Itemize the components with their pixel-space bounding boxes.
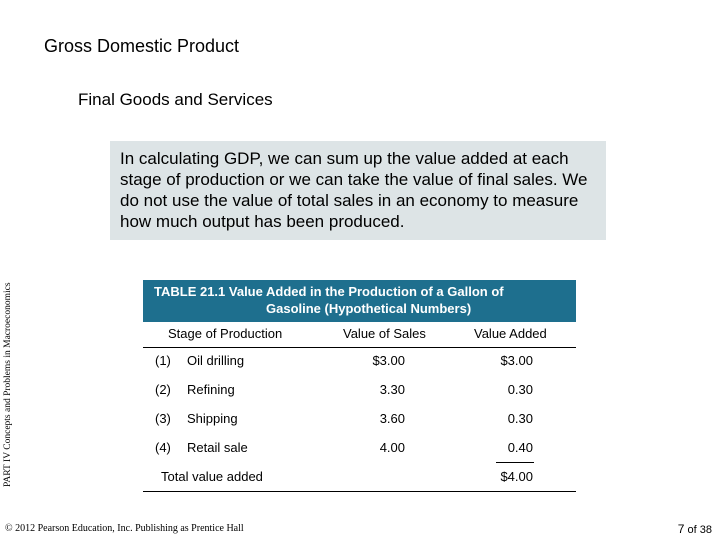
column-header-stage: Stage of Production [168, 326, 283, 341]
row-number: (1) [155, 353, 171, 368]
row-number: (4) [155, 440, 171, 455]
row-added: 0.30 [507, 382, 533, 397]
sum-rule [496, 462, 534, 463]
column-header-added: Value Added [474, 326, 547, 341]
row-added: $3.00 [500, 353, 533, 368]
side-section-label: PART IV Concepts and Problems in Macroec… [3, 282, 13, 487]
table-title-line1: TABLE 21.1 Value Added in the Production… [154, 284, 504, 299]
row-sales: 3.30 [379, 382, 405, 397]
row-sales: 3.60 [379, 411, 405, 426]
row-stage: Shipping [187, 411, 238, 426]
row-number: (2) [155, 382, 171, 397]
callout-box: In calculating GDP, we can sum up the va… [110, 141, 606, 240]
row-number: (3) [155, 411, 171, 426]
header-rule [143, 347, 576, 348]
slide-title: Gross Domestic Product [44, 36, 240, 56]
row-sales: $3.00 [372, 353, 405, 368]
row-stage: Retail sale [187, 440, 248, 455]
table-bottom-rule [143, 491, 576, 492]
row-added: 0.40 [507, 440, 533, 455]
row-stage: Refining [187, 382, 235, 397]
table-title-bar: TABLE 21.1 Value Added in the Production… [143, 280, 576, 322]
copyright-text: © 2012 Pearson Education, Inc. Publishin… [5, 523, 244, 534]
page-current: 7 [677, 522, 685, 536]
row-added: 0.30 [507, 411, 533, 426]
page-total: of 38 [687, 524, 712, 536]
column-header-sales: Value of Sales [343, 326, 426, 341]
table-title-line2: Gasoline (Hypothetical Numbers) [266, 301, 472, 316]
total-label: Total value added [161, 469, 263, 484]
row-stage: Oil drilling [187, 353, 245, 368]
total-value: $4.00 [500, 469, 533, 484]
callout-text: In calculating GDP, we can sum up the va… [120, 149, 588, 231]
page-indicator: 7 of 38 [678, 522, 712, 536]
slide-subtitle: Final Goods and Services [78, 90, 273, 109]
row-sales: 4.00 [379, 440, 405, 455]
